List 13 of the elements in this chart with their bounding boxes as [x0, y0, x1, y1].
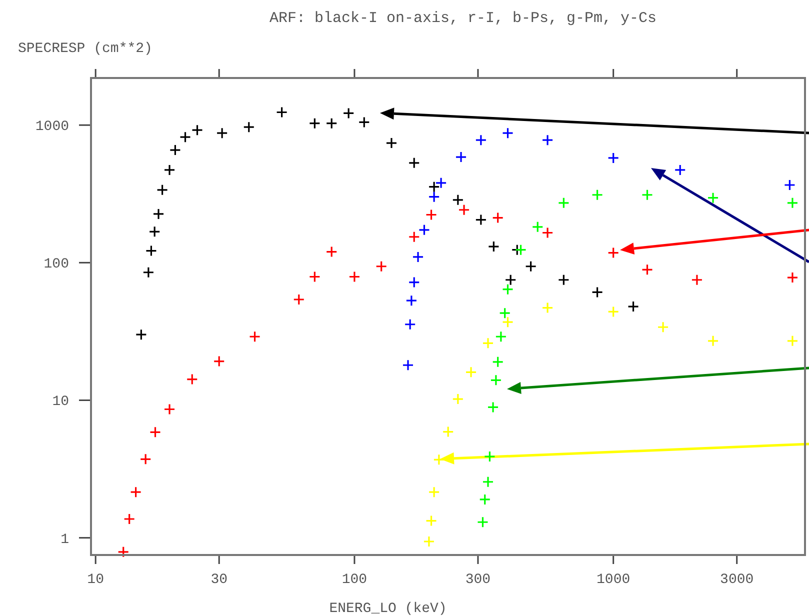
y-tick-label: 1 — [60, 532, 69, 548]
chart-title: ARF: black-I on-axis, r-I, b-Ps, g-Pm, y-Cs — [269, 10, 657, 27]
y-axis-title: SPECRESP (cm**2) — [18, 41, 152, 57]
x-tick-label: 100 — [342, 572, 368, 588]
x-tick-label: 3000 — [720, 572, 754, 588]
x-tick-label: 10 — [87, 572, 104, 588]
x-axis-title: ENERG_LO (keV) — [329, 601, 447, 616]
y-tick-label: 10 — [52, 394, 69, 410]
x-tick-label: 300 — [465, 572, 491, 588]
y-tick-label: 1000 — [35, 119, 69, 136]
y-tick-label: 100 — [44, 256, 69, 273]
x-tick-label: 30 — [210, 572, 228, 588]
x-tick-label: 1000 — [596, 572, 630, 588]
